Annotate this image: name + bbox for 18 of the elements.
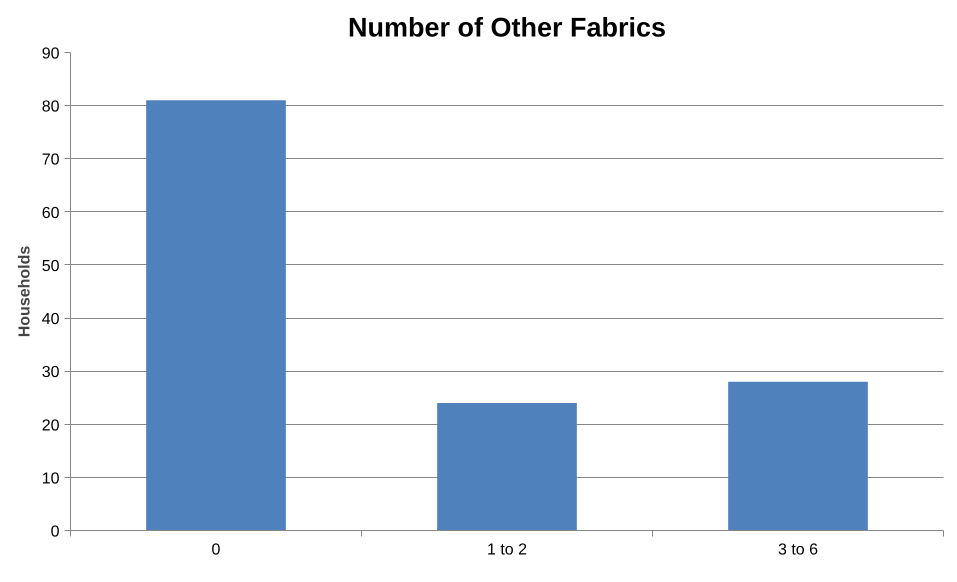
y-tick-label: 70	[42, 152, 60, 169]
y-tick-label: 30	[42, 364, 60, 382]
y-axis-title: Households	[16, 246, 34, 338]
y-tick-label: 10	[42, 470, 60, 488]
y-tick-label: 90	[42, 46, 60, 62]
x-tick-label: 1 to 2	[486, 542, 528, 558]
x-tick-label: 0	[212, 542, 221, 558]
y-tick-label: 40	[42, 311, 60, 328]
y-tick-label: 50	[42, 258, 60, 275]
x-tick-label: 3 to 6	[778, 542, 818, 558]
chart-title: Number of Other Fabrics	[348, 12, 666, 42]
bar	[437, 403, 577, 530]
bar	[146, 100, 286, 530]
y-tick-label: 0	[50, 524, 60, 540]
y-tick-label: 20	[42, 417, 60, 434]
y-tick-label: 80	[42, 98, 60, 116]
y-tick-label: 60	[42, 204, 60, 222]
bar	[728, 382, 868, 530]
